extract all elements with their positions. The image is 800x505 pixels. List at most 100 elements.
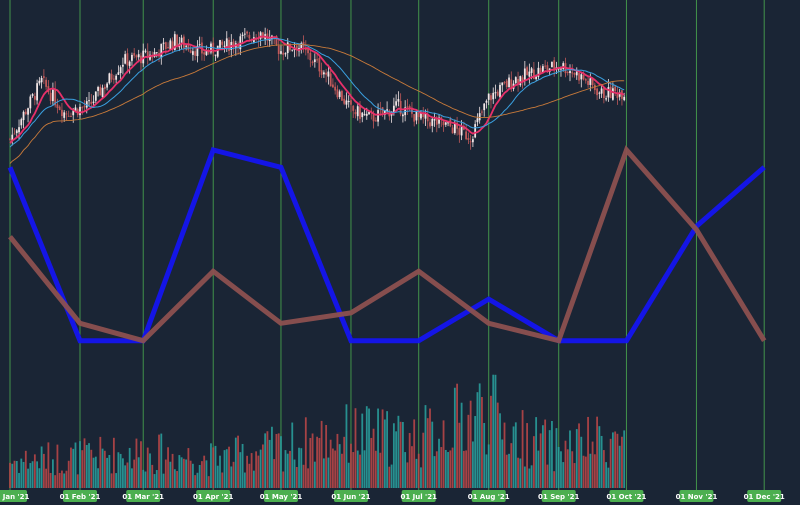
volume-bar [456, 383, 458, 488]
candle-body [54, 88, 57, 106]
volume-bar [402, 421, 404, 488]
candle-body [386, 109, 388, 112]
candle-body [137, 54, 140, 58]
volume-bar [514, 422, 517, 488]
candle-body [63, 112, 66, 118]
volume-bar [487, 444, 490, 488]
volume-bar [431, 421, 434, 488]
volume-bar [422, 432, 425, 488]
candle-body [119, 67, 122, 73]
volume-bar [146, 447, 149, 488]
candle-body [569, 70, 571, 74]
volume-bar [70, 447, 72, 488]
candle-body [24, 111, 27, 115]
volume-bar [390, 464, 393, 488]
candle-body [363, 114, 366, 116]
candle-body [146, 51, 149, 58]
date-tag-text: 01 Oct '21 [606, 493, 646, 501]
volume-bar [408, 433, 411, 488]
volume-bar [29, 463, 32, 488]
volume-bar [347, 462, 350, 488]
candle-body [216, 45, 219, 57]
volume-bar [243, 472, 246, 488]
candle-body [557, 68, 560, 70]
volume-bar [607, 467, 610, 488]
volume-bar [587, 416, 589, 488]
candle-body [106, 83, 108, 88]
volume-bar [609, 438, 612, 488]
candle-body [490, 95, 492, 101]
volume-bar [560, 451, 562, 488]
candle-body [239, 36, 242, 50]
volume-bar [341, 453, 343, 488]
candle-body [494, 92, 497, 94]
candle-body [501, 82, 504, 86]
candle-body [415, 111, 418, 121]
x-tick-label: 01 Aug '21 [468, 490, 510, 502]
volume-bar [169, 461, 172, 488]
volume-bar [462, 450, 465, 488]
volume-bar [185, 459, 188, 488]
candle-body [589, 78, 592, 85]
candle-body [101, 87, 104, 98]
volume-bar [304, 417, 307, 488]
candle-body [519, 76, 522, 86]
volume-bar [266, 431, 269, 488]
candle-body [350, 100, 352, 105]
volume-bar [65, 470, 68, 488]
vertical-grid [9, 0, 765, 490]
date-tag-text: 01 Jun '21 [331, 493, 370, 501]
volume-bar [187, 448, 190, 488]
candle-body [616, 92, 619, 99]
candle-body [171, 41, 174, 49]
candle-body [453, 123, 456, 134]
candle-body [469, 141, 472, 143]
date-tag-text: 01 Feb '21 [60, 493, 101, 501]
candle-body [472, 139, 474, 143]
volume-bar [262, 444, 264, 488]
candle-body [623, 96, 626, 101]
date-tag-text: 01 Sep '21 [538, 493, 579, 501]
volume-bar [36, 461, 38, 488]
volume-histogram [9, 374, 626, 488]
candle-body [40, 78, 43, 83]
volume-bar [178, 455, 181, 488]
candle-body [85, 101, 88, 108]
candle-body [508, 77, 510, 88]
volume-bar [598, 426, 601, 488]
volume-bar [90, 449, 93, 488]
date-tag-background [126, 490, 161, 502]
volume-bar [417, 453, 420, 488]
volume-bar [216, 465, 219, 488]
candle-body [124, 54, 127, 64]
candle-body [61, 109, 63, 117]
volume-bar [591, 441, 594, 488]
volume-bar [210, 443, 212, 488]
volume-bar [300, 448, 303, 488]
volume-bar [356, 450, 359, 488]
candle-body [182, 36, 185, 48]
volume-bar [571, 451, 574, 488]
date-tag-text: 01 Apr '21 [193, 493, 234, 501]
volume-bar [313, 461, 316, 488]
volume-bar [40, 446, 43, 488]
volume-bar [101, 448, 104, 488]
volume-bar [205, 460, 208, 488]
candle-body [456, 122, 458, 129]
volume-bar [237, 435, 239, 488]
volume-bar [232, 461, 235, 488]
candle-body [56, 104, 59, 108]
volume-bar [397, 415, 400, 488]
candle-body [424, 113, 427, 119]
candle-body [614, 86, 617, 91]
volume-bar [404, 452, 407, 488]
candle-body [196, 45, 199, 57]
candle-body [300, 43, 303, 50]
volume-bar [395, 431, 398, 488]
volume-bar [94, 456, 97, 488]
x-tick-label: 01 Jun '21 [331, 490, 371, 502]
candle-body [291, 49, 294, 51]
x-tick-label: 01 May '21 [260, 490, 302, 502]
volume-bar [131, 468, 133, 488]
